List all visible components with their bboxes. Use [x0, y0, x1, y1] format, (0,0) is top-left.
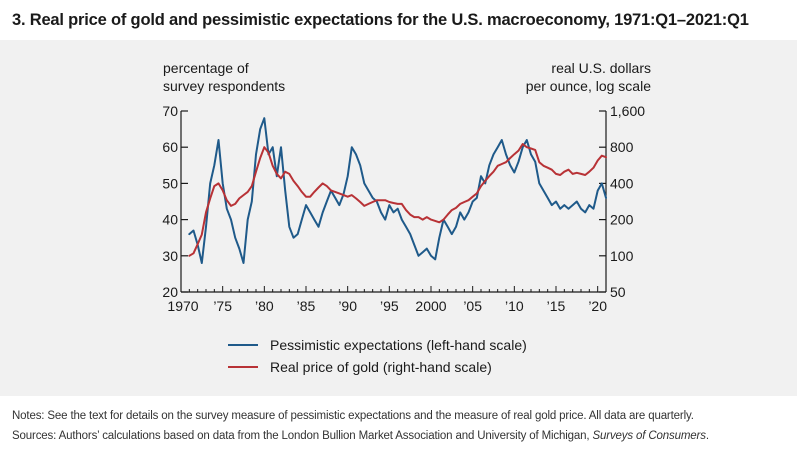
sources-line: Sources: Authors’ calculations based on … [12, 426, 709, 446]
chart-title: 3. Real price of gold and pessimistic ex… [12, 11, 749, 29]
right-axis-title: real U.S. dollars per ounce, log scale [526, 59, 651, 95]
x-tick-label: ’20 [588, 298, 607, 314]
right-axis-title-line1: real U.S. dollars [551, 60, 651, 76]
sources-suffix: . [705, 430, 709, 442]
notes-line: Notes: See the text for details on the s… [12, 410, 694, 422]
x-tick-label: ’05 [463, 298, 482, 314]
chart-panel [0, 40, 797, 396]
left-axis-title-line2: survey respondents [163, 78, 286, 94]
x-tick-label: ’85 [297, 298, 316, 314]
x-tick-label: ’80 [255, 298, 274, 314]
x-tick-label: ’15 [547, 298, 566, 314]
legend-item-pessimism: Pessimistic expectations (left-hand scal… [228, 334, 527, 356]
right-tick-label: 1,600 [610, 103, 645, 119]
legend-label-pessimism: Pessimistic expectations (left-hand scal… [270, 337, 527, 353]
left-tick-label: 30 [162, 248, 178, 264]
x-tick-label: 2000 [415, 298, 446, 314]
x-tick-label: 1970 [167, 298, 198, 314]
left-axis-title: percentage of survey respondents [163, 59, 285, 95]
right-tick-label: 400 [610, 175, 634, 191]
x-tick-label: ’95 [380, 298, 399, 314]
left-axis-title-line1: percentage of [163, 60, 249, 76]
left-tick-label: 40 [162, 212, 178, 228]
left-tick-label: 60 [162, 139, 178, 155]
right-tick-label: 800 [610, 139, 634, 155]
footnotes: Notes: See the text for details on the s… [12, 406, 709, 446]
right-tick-label: 100 [610, 248, 634, 264]
legend-label-gold: Real price of gold (right-hand scale) [270, 359, 492, 375]
legend-swatch-gold [228, 366, 258, 368]
left-tick-label: 50 [162, 175, 178, 191]
right-axis-title-line2: per ounce, log scale [525, 78, 651, 94]
x-tick-label: ’90 [338, 298, 357, 314]
left-tick-label: 70 [162, 103, 178, 119]
x-tick-label: ’75 [213, 298, 232, 314]
x-tick-label: ’10 [505, 298, 524, 314]
sources-italic: Surveys of Consumers [592, 430, 706, 442]
pessimism-series-line [188, 117, 607, 264]
legend-swatch-pessimism [228, 344, 258, 346]
right-tick-label: 50 [610, 284, 626, 300]
gold-series-line [188, 143, 607, 257]
left-tick-label: 20 [162, 284, 178, 300]
sources-prefix: Sources: Authors’ calculations based on … [12, 430, 593, 442]
legend: Pessimistic expectations (left-hand scal… [228, 334, 527, 378]
right-tick-label: 200 [610, 212, 634, 228]
legend-item-gold: Real price of gold (right-hand scale) [228, 356, 527, 378]
